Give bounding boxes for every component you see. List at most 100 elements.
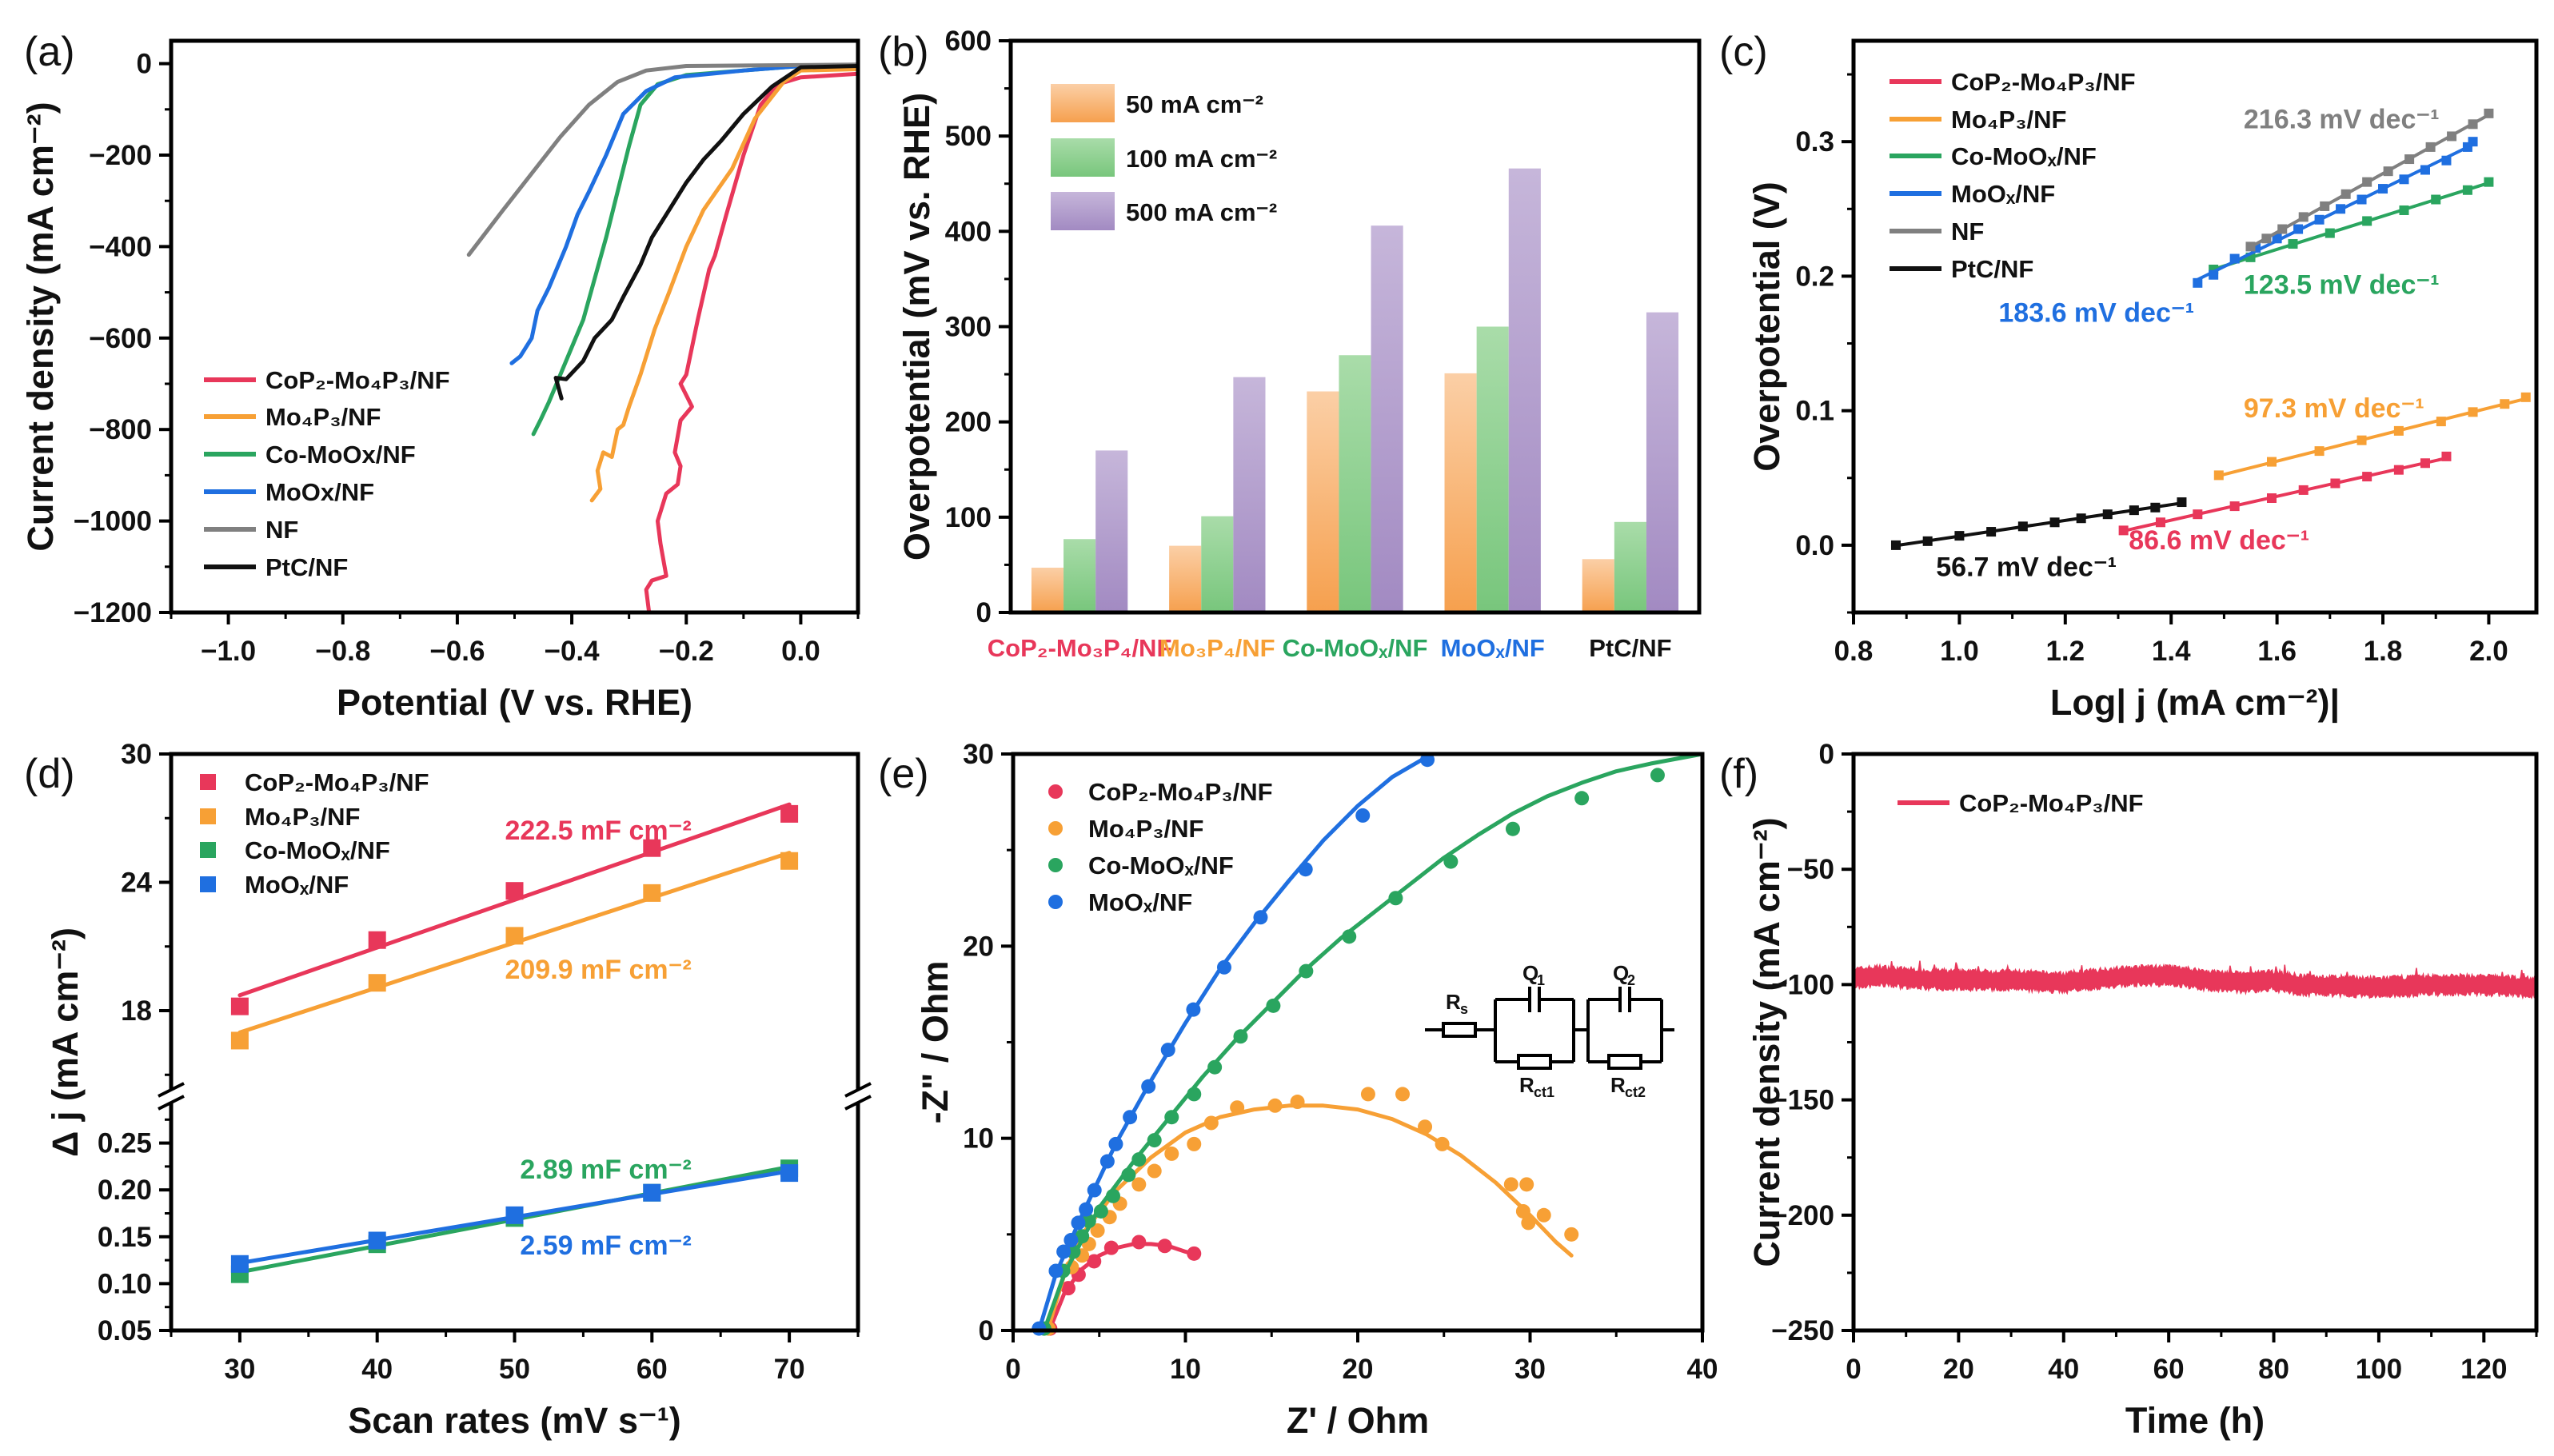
data-point-2-2 [2288,239,2298,249]
data-point-3-10 [1141,1079,1156,1094]
data-point-0-1 [2155,517,2165,528]
data-point-3-8 [1108,1136,1123,1151]
data-point-4-9 [2425,142,2436,152]
legend-marker [1048,895,1063,909]
data-point-4-6 [2362,177,2372,187]
bar-1-0 [1169,545,1202,612]
y-tick-label: 0.0 [1795,530,1834,561]
data-point-3-1 [368,1231,386,1250]
fit-line-0 [237,802,792,998]
circuit-label: R [1519,1073,1534,1097]
data-point-3-5 [2293,224,2304,234]
resistor-rct1 [1517,1054,1552,1070]
y-tick-label: 30 [121,739,152,770]
data-point-1-2 [2314,446,2325,457]
y-tick-label: −100 [1771,969,1834,1000]
x-axis-label: Time (h) [2125,1400,2265,1441]
series-line-2 [531,62,858,437]
data-point-2-13 [1233,1029,1248,1044]
tafel-slope-label: 216.3 mV dec⁻¹ [2244,104,2440,134]
data-point-4-2 [2277,224,2288,234]
data-point-0-4 [1103,1240,1119,1255]
data-point-4-5 [2341,189,2351,199]
panel-e-nyquist-chart: 0 10 20 30 40 0 10 20 30 (e) -Z" / Ohm Z' / Ohm CoP₂… [878,739,1718,1441]
data-point-3-12 [2441,155,2452,166]
legend-label: CoP₂-Mo₄P₃/NF [1088,778,1273,806]
category-label: MoOₓ/NF [1441,634,1545,662]
y-tick-label: 0.05 [98,1315,152,1346]
legend-label: Co-MoOₓ/NF [1088,852,1234,880]
axis-break-mark [844,1082,872,1098]
data-point-2-20 [1574,791,1590,806]
circuit-label: R [1446,990,1461,1014]
data-point-1-12 [1230,1100,1245,1115]
data-point-3-7 [2336,204,2346,214]
data-point-1-7 [1131,1177,1147,1192]
x-tick-label: −0.2 [659,636,714,667]
series-line-3 [509,62,858,365]
bar-0-0 [1031,567,1064,612]
series-line-5 [553,63,858,401]
axis-break-mark [158,1095,185,1111]
category-label: Mo₃P₄/NF [1159,634,1275,662]
y-axis-label: Overpotential (mV vs. RHE) [896,93,937,560]
series-line-4 [466,62,858,257]
data-point-2-6 [2431,194,2441,205]
panel-label: (a) [24,29,75,75]
data-point-5-4 [2017,521,2028,532]
data-point-2-8 [1131,1152,1147,1167]
data-point-3-3 [1064,1233,1079,1248]
data-point-1-15 [1360,1087,1375,1102]
bar-3-0 [1444,373,1477,612]
data-point-0-4 [2266,493,2277,503]
x-tick-label: 20 [1943,1354,1974,1385]
legend-marker [200,774,216,790]
data-point-1-24 [1564,1227,1579,1242]
data-point-0-7 [1187,1246,1202,1261]
y-axis-label: Current density (mA cm⁻²) [20,102,61,551]
y-tick-label: 18 [121,995,152,1027]
y-tick-label: −50 [1787,854,1834,885]
data-point-2-4 [2362,216,2372,226]
legend-label: Co-MoOₓ/NF [245,836,390,864]
data-point-2-3 [1075,1229,1090,1244]
data-point-0-0 [2118,525,2129,536]
panel-label: (d) [24,751,75,797]
series-band [1853,960,2537,1000]
axis-break-mark [844,1095,872,1111]
data-point-3-11 [2420,165,2430,175]
axes-frame [1851,752,2539,1333]
y-tick-label: 100 [945,502,992,533]
data-point-2-8 [2484,177,2494,187]
panel-label: (f) [1719,751,1758,797]
circuit-label-subscript: ct2 [1625,1084,1646,1100]
legend-label: MoOₓ/NF [245,871,349,899]
y-tick-label: 20 [963,931,994,962]
legend-label: Mo₄P₃/NF [265,403,381,431]
cdl-label: 2.59 mF cm⁻² [520,1231,691,1261]
panel-label: (b) [878,29,929,75]
data-point-4-8 [2404,154,2415,165]
legend-label: CoP₂-Mo₄P₃/NF [265,366,450,394]
y-tick-label: −1200 [74,597,152,628]
panel-a-lsv-chart: −1.0 −0.8 −0.6 −0.4 −0.2 0.0 0 −200 −400 −600 −800… [20,29,860,723]
data-point-2-5 [1093,1203,1108,1219]
y-tick-label: 0 [137,49,152,80]
data-point-1-0 [230,1031,249,1050]
y-axis-label: -Z" / Ohm [915,961,956,1124]
fit-curve-1 [1045,1103,1574,1333]
x-tick-label: 60 [2153,1354,2185,1385]
circuit-label: R [1610,1073,1626,1097]
y-tick-label: 0 [976,597,992,628]
category-label: Co-MoOₓ/NF [1283,634,1428,662]
legend-swatch [1051,138,1115,177]
y-tick-label: 300 [945,312,992,343]
fit-curve-0 [1047,1242,1195,1333]
data-point-0-4 [780,804,799,823]
data-point-3-14 [2468,137,2478,147]
y-tick-label: 10 [963,1123,994,1155]
category-label: CoP₂-Mo₃P₄/NF [988,634,1172,662]
y-tick-label: 0.3 [1795,126,1834,158]
data-point-5-6 [2076,513,2086,524]
data-point-3-15 [1298,862,1313,877]
